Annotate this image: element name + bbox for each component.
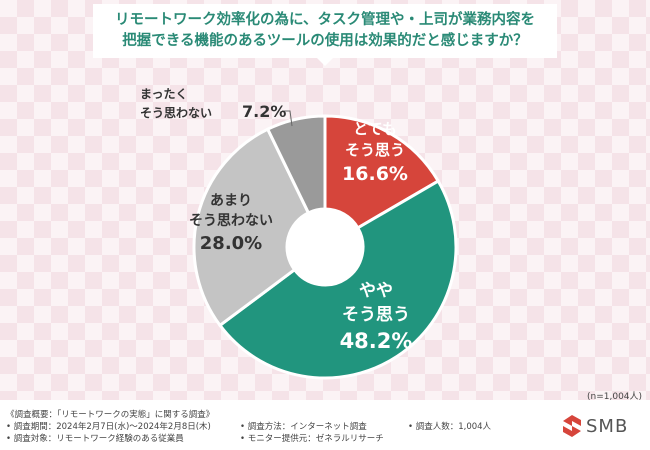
- survey-period: • 調査期間：2024年2月7日(水)～2024年2月8日(木): [6, 422, 211, 432]
- slice-value-label: 16.6%: [342, 163, 408, 185]
- sample-size-note: (n=1,004人): [587, 392, 643, 402]
- pie-slice: [265, 114, 327, 215]
- slice-label-line: そう思わない: [189, 213, 273, 229]
- smb-logo-icon: [563, 415, 581, 437]
- slice-label-line: そう思わない: [140, 106, 212, 120]
- slice-value-label: 48.2%: [340, 329, 413, 353]
- survey-count: • 調査人数：1,004人: [408, 422, 492, 432]
- pie-slice: [192, 127, 311, 328]
- smb-logo-text: SMB: [586, 416, 629, 437]
- survey-overview: 《調査概要：「リモートワークの実態」に関する調査》: [6, 410, 215, 420]
- title-line-1: リモートワーク効率化の為に、タスク管理や・上司が業務内容を: [114, 12, 536, 28]
- pie-slice: [217, 178, 458, 380]
- slice-value-label: 7.2%: [242, 102, 286, 121]
- slice-label-line: やや: [359, 281, 393, 301]
- pie-slice: [323, 114, 441, 230]
- survey-provider: • モニター提供元：ゼネラルリサーチ: [240, 434, 384, 444]
- slice-label-line: まったく: [140, 87, 188, 101]
- title-line-2: 把握できる機能のあるツールの使用は効果的だと感じますか？: [122, 33, 528, 49]
- slice-value-label: 28.0%: [200, 233, 262, 254]
- survey-method: • 調査方法：インターネット調査: [240, 422, 367, 432]
- survey-footer: 《調査概要：「リモートワークの実態」に関する調査》 • 調査期間：2024年2月…: [0, 400, 650, 450]
- leader-line: [282, 110, 293, 127]
- donut-hole: [288, 210, 362, 284]
- chart-title: リモートワーク効率化の為に、タスク管理や・上司が業務内容を 把握できる機能のある…: [93, 4, 557, 66]
- slice-label-line: あまり: [210, 193, 252, 209]
- survey-target: • 調査対象：リモートワーク経験のある従業員: [6, 434, 184, 444]
- slice-label-line: とても: [353, 120, 397, 138]
- slice-label-line: そう思う: [345, 141, 405, 159]
- slice-label-line: そう思う: [342, 305, 410, 325]
